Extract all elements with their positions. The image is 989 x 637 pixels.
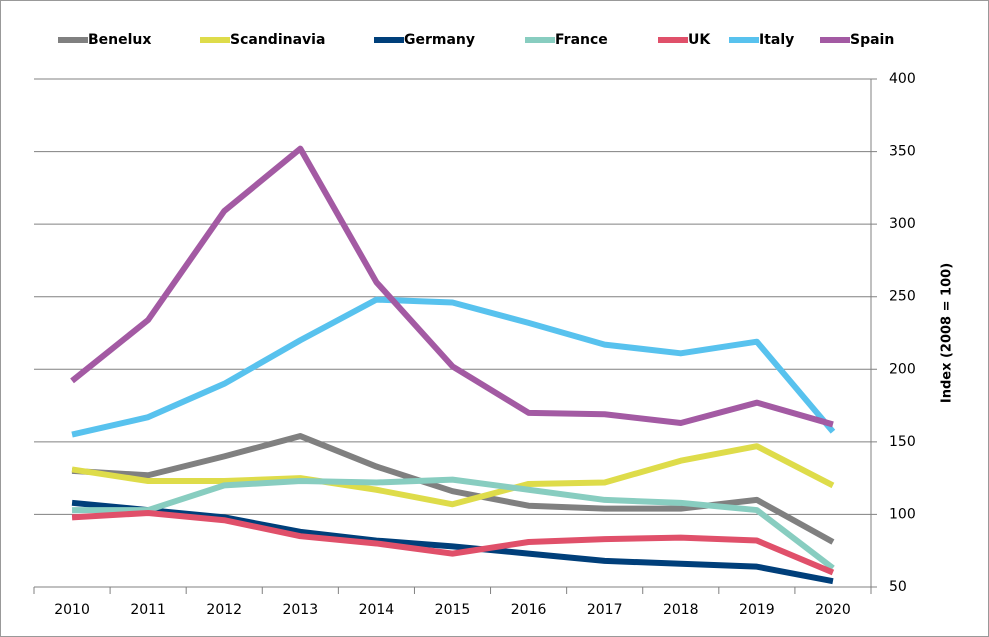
x-tick-label: 2010 xyxy=(54,602,90,618)
y-tick-label: 300 xyxy=(889,216,916,232)
y-tick-label: 150 xyxy=(889,434,916,450)
series-line xyxy=(72,476,835,571)
legend-label: Germany xyxy=(404,32,475,48)
legend-label: Spain xyxy=(850,32,894,48)
x-tick-label: 2013 xyxy=(282,602,318,618)
legend-label: France xyxy=(555,32,608,48)
legend-label: UK xyxy=(688,32,711,48)
x-tick-label: 2020 xyxy=(815,602,851,618)
x-tick-label: 2011 xyxy=(130,602,166,618)
x-tick-label: 2018 xyxy=(663,602,699,618)
y-tick-label: 100 xyxy=(889,506,916,522)
legend-label: Scandinavia xyxy=(230,32,325,48)
y-tick-label: 250 xyxy=(889,289,916,305)
y-tick-label: 50 xyxy=(889,579,907,595)
x-tick-label: 2019 xyxy=(739,602,775,618)
legend-label: Italy xyxy=(759,32,794,48)
y-tick-label: 200 xyxy=(889,361,916,377)
series-line xyxy=(71,296,836,438)
x-tick-label: 2014 xyxy=(359,602,395,618)
y-axis-label: Index (2008 = 100) xyxy=(940,263,955,403)
legend-label: Benelux xyxy=(88,32,151,48)
x-tick-label: 2016 xyxy=(511,602,547,618)
x-tick-label: 2017 xyxy=(587,602,623,618)
y-tick-label: 350 xyxy=(889,144,916,160)
series-line xyxy=(70,145,834,428)
y-tick-label: 400 xyxy=(889,71,916,87)
series-line xyxy=(71,443,835,508)
series-line xyxy=(71,509,835,576)
x-tick-label: 2012 xyxy=(206,602,242,618)
x-tick-label: 2015 xyxy=(435,602,471,618)
